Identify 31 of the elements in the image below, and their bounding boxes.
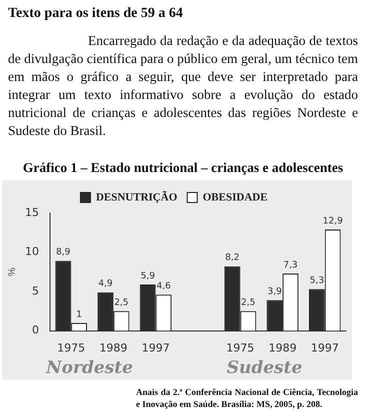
x-tick-label: 1997 bbox=[310, 341, 339, 354]
y-tick-label: 0 bbox=[32, 324, 39, 337]
legend-label: DESNUTRIÇÃO bbox=[96, 190, 178, 204]
text: Sudeste bbox=[226, 358, 304, 380]
y-tick-label: 10 bbox=[24, 245, 39, 258]
data-label: 4,6 bbox=[156, 282, 172, 292]
y-tick-label: 15 bbox=[24, 206, 39, 219]
x-tick-label: 1997 bbox=[142, 341, 170, 354]
data-label: 4,9 bbox=[98, 279, 113, 290]
x-tick-label: 1975 bbox=[57, 341, 86, 354]
chart-title: Gráfico 1 – Estado nutricional – crianças e adolescentes bbox=[22, 160, 344, 176]
x-tick-label: 1989 bbox=[99, 341, 128, 354]
x-tick-label: 1989 bbox=[268, 341, 297, 354]
data-label: 7,3 bbox=[283, 260, 298, 270]
data-label: 12,9 bbox=[322, 216, 344, 226]
text: Nordeste bbox=[44, 358, 134, 380]
y-tick-label: 5 bbox=[32, 284, 39, 298]
data-label: 5,3 bbox=[310, 276, 324, 286]
data-label: 5,9 bbox=[140, 271, 156, 282]
data-label: 2,5 bbox=[114, 298, 129, 308]
text: Texto para os itens de 59 a 64 bbox=[8, 6, 183, 22]
text: Anais da 2.ª Conferência Nacional de Ciência, Tecnologia e Inovação em Saúde. Brasília: MS, 2005, p. 208. bbox=[136, 386, 358, 410]
data-label: 2,5 bbox=[241, 298, 256, 308]
x-tick-label: 1975 bbox=[226, 341, 254, 354]
legend-label: OBESIDADE bbox=[202, 191, 268, 204]
y-axis-title: % bbox=[6, 267, 18, 276]
data-label: 3,9 bbox=[267, 287, 282, 298]
text: Encarregado da redação e da adequação de textos de divulgação científica para o público em geral, um técnico tem em mãos o gráfico a seguir, que deve ser interpretado para integrar um texto informativo sobre a evolução do estado nutricional de crianças e adolescentes das regiões Nordeste e Sudeste do Brasil. bbox=[8, 32, 358, 140]
data-label: 1 bbox=[76, 310, 82, 320]
data-label: 8,9 bbox=[56, 248, 71, 258]
data-label: 8,2 bbox=[225, 253, 240, 264]
